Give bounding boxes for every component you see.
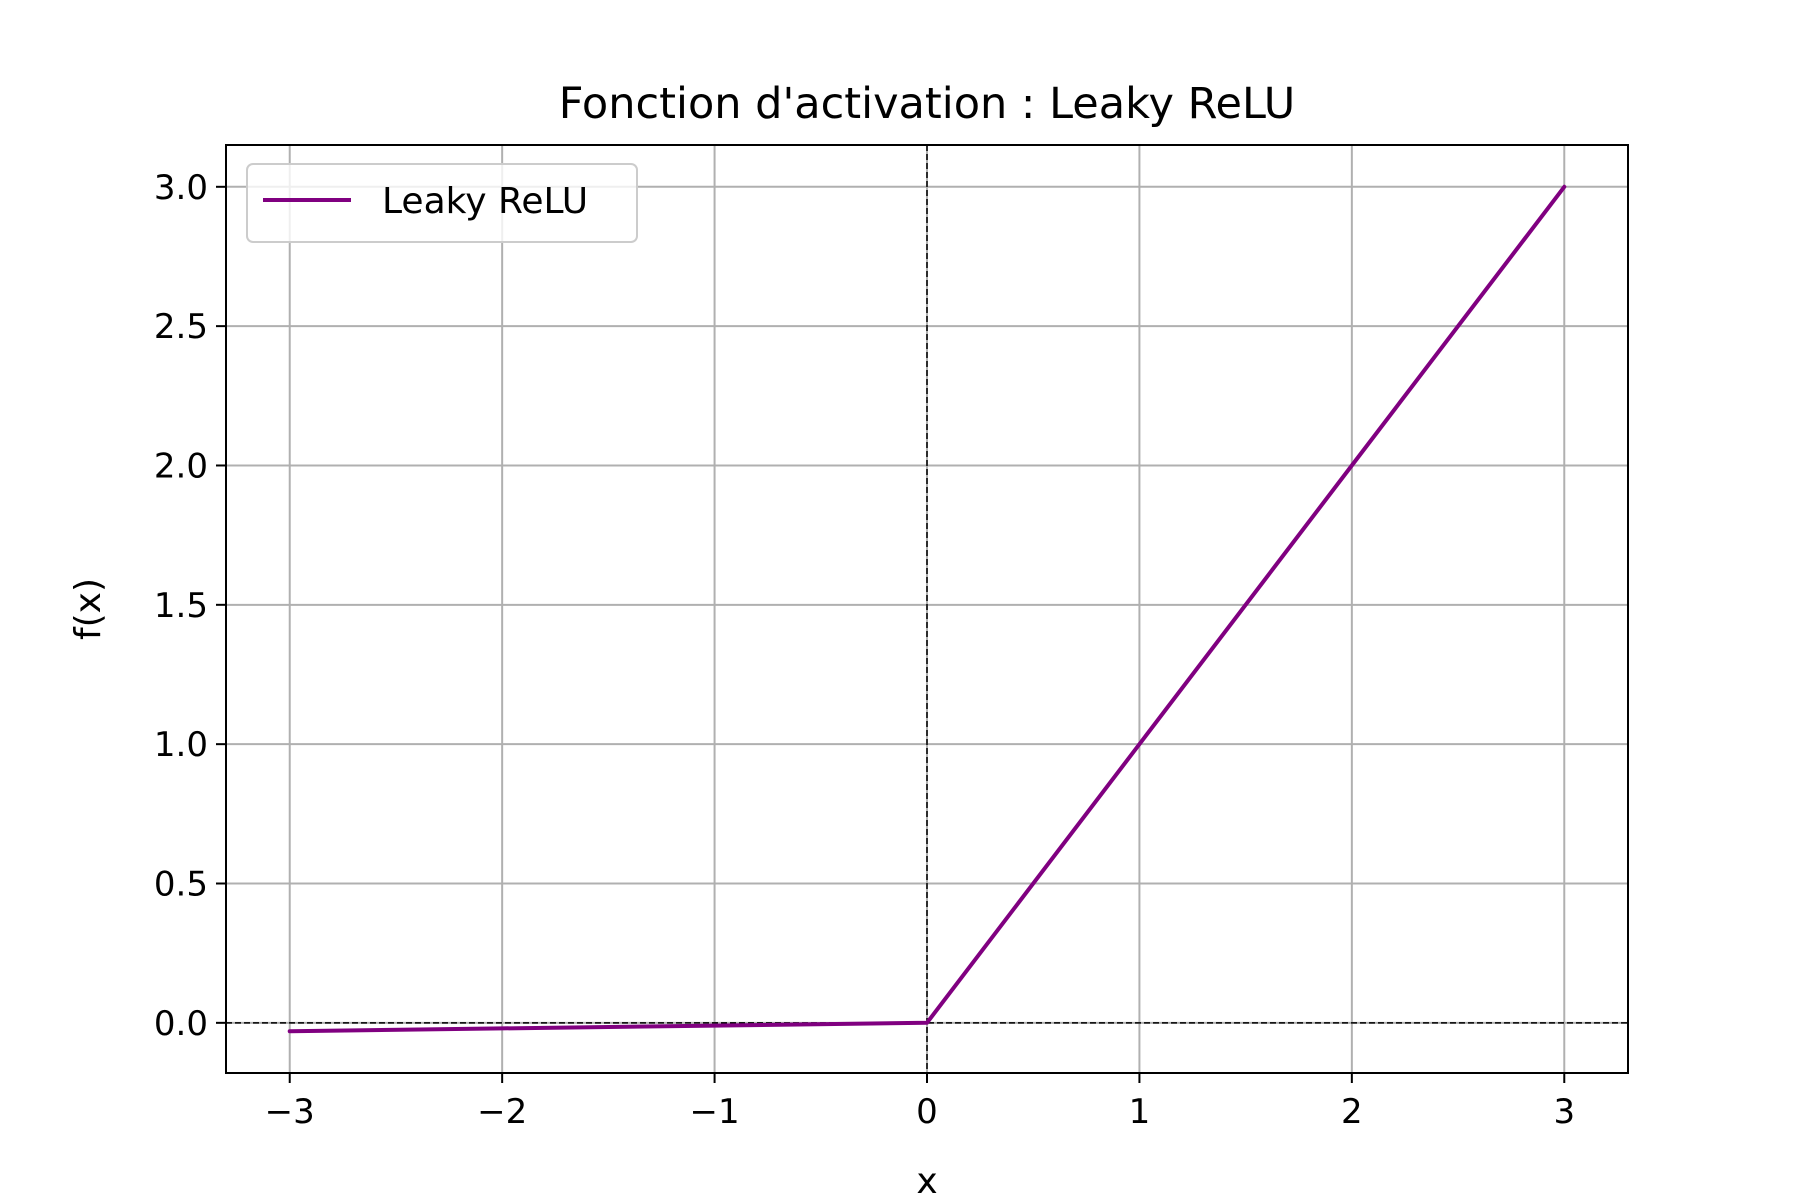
x-tick-label: −2 — [477, 1092, 527, 1132]
y-axis-title: f(x) — [68, 578, 109, 640]
legend-label-leaky-relu: Leaky ReLU — [382, 181, 588, 222]
y-tick-label: 0.5 — [154, 864, 208, 904]
legend-box — [246, 163, 638, 243]
ticks: −3 −2 −1 0 1 2 3 0.0 0.5 1.0 1.5 2.0 2.5 3.0 — [154, 168, 1575, 1132]
x-tick-label: −1 — [690, 1092, 740, 1132]
y-tick-label: 1.5 — [154, 586, 208, 626]
y-tick-label: 3.0 — [154, 168, 208, 208]
x-axis-title: x — [916, 1161, 937, 1200]
chart-title: Fonction d'activation : Leaky ReLU — [559, 79, 1296, 129]
series-line-leaky-relu — [287, 184, 1567, 1034]
y-tick-label: 2.5 — [154, 307, 208, 347]
y-tick-label: 2.0 — [154, 446, 208, 486]
y-tick-label: 1.0 — [154, 725, 208, 765]
legend: Leaky ReLU — [246, 163, 638, 243]
x-tick-label: −3 — [265, 1092, 315, 1132]
x-tick-label: 2 — [1341, 1092, 1363, 1132]
series-layer — [287, 184, 1567, 1034]
x-tick-label: 1 — [1129, 1092, 1151, 1132]
y-tick-label: 0.0 — [154, 1004, 208, 1044]
reference-lines — [226, 145, 1628, 1073]
x-tick-label: 0 — [916, 1092, 938, 1132]
x-tick-label: 3 — [1553, 1092, 1575, 1132]
